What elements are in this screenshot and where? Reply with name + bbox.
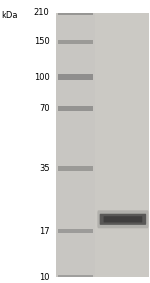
Text: 10: 10 [39,273,50,282]
FancyBboxPatch shape [58,106,93,111]
Text: 70: 70 [39,104,50,113]
Text: 100: 100 [34,73,50,82]
FancyBboxPatch shape [58,40,93,44]
FancyBboxPatch shape [97,210,148,228]
Text: 210: 210 [34,8,50,17]
Text: 17: 17 [39,227,50,236]
FancyBboxPatch shape [94,13,148,277]
FancyBboxPatch shape [58,166,93,171]
Text: kDa: kDa [2,11,18,20]
FancyBboxPatch shape [58,10,93,15]
FancyBboxPatch shape [58,74,93,80]
FancyBboxPatch shape [100,214,146,225]
FancyBboxPatch shape [58,275,93,279]
Text: 150: 150 [34,37,50,46]
FancyBboxPatch shape [56,13,148,277]
Text: 35: 35 [39,164,50,173]
FancyBboxPatch shape [58,229,93,233]
FancyBboxPatch shape [104,216,142,222]
